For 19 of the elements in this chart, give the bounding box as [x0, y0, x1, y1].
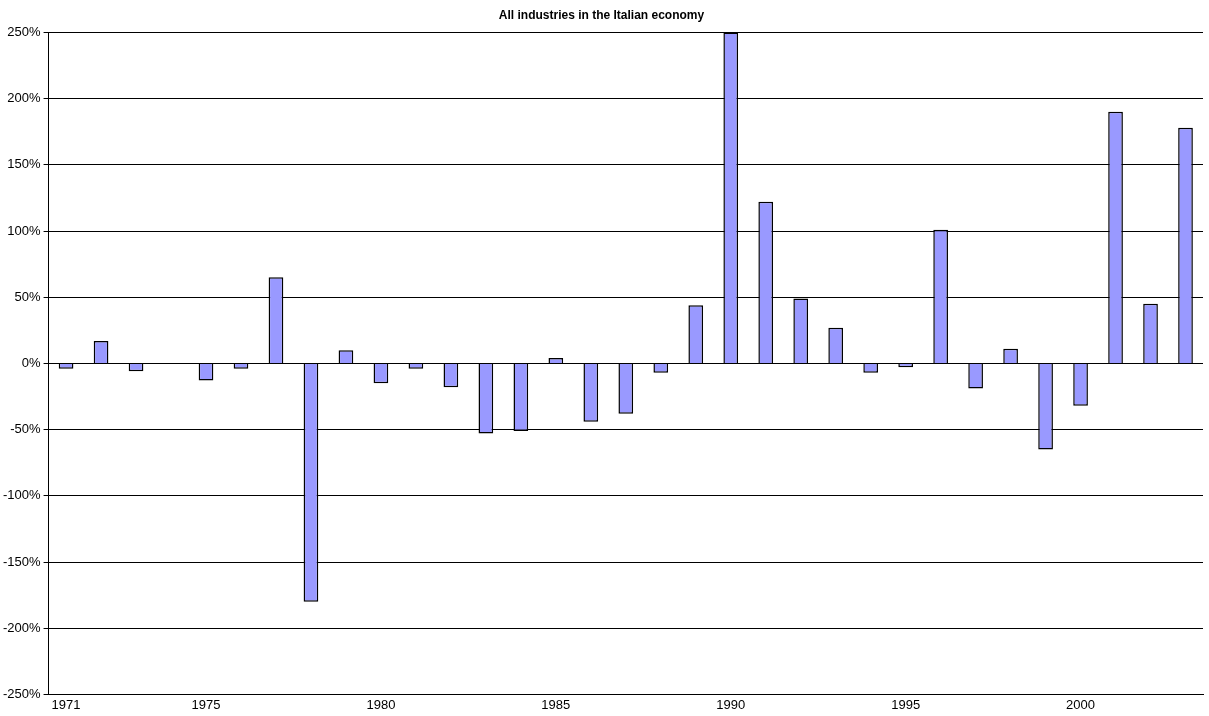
x-tick-label: 2000: [1066, 696, 1096, 712]
x-tick-label: 1995: [891, 696, 921, 712]
y-tick-label: -200%: [3, 619, 42, 635]
y-tick-label: 0%: [21, 354, 42, 370]
x-tick-label: 1985: [541, 696, 571, 712]
y-tick-label: -100%: [3, 487, 42, 503]
x-tick-label: 1975: [191, 696, 221, 712]
chart-title: All industries in the Italian economy: [498, 7, 705, 22]
x-tick-label: 1971: [51, 696, 81, 712]
y-tick-label: 150%: [7, 156, 42, 172]
y-tick-label: -250%: [3, 685, 42, 701]
x-tick-label: 1990: [716, 696, 746, 712]
y-tick-label: 200%: [7, 90, 42, 106]
y-tick-label: -150%: [3, 553, 42, 569]
x-tick-label: 1980: [366, 696, 396, 712]
y-tick-label: -50%: [10, 421, 42, 437]
y-tick-label: 50%: [14, 288, 42, 304]
y-tick-label: 250%: [7, 23, 42, 39]
y-tick-label: 100%: [7, 222, 42, 238]
